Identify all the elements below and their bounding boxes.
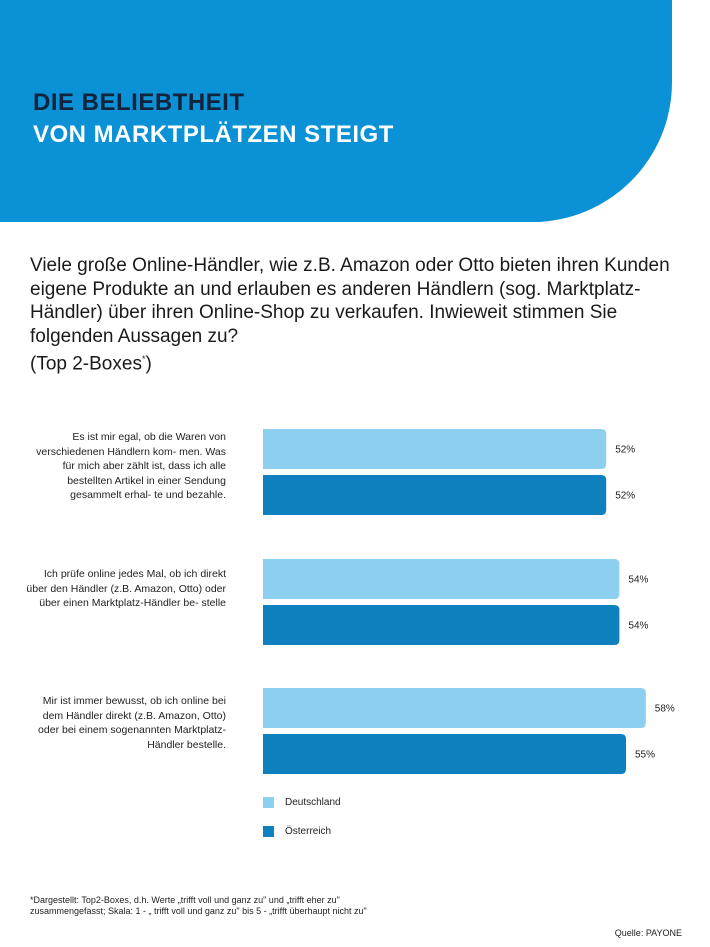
- title-line-1: DIE BELIEBTHEIT: [33, 89, 245, 116]
- bar-label-deutschland-2: 54%: [628, 575, 648, 586]
- question-suffix: (Top 2-Boxes: [30, 353, 142, 375]
- bar-label-deutschland-1: 52%: [615, 445, 635, 456]
- bar-deutschland-2: [263, 559, 620, 599]
- category-label-3: Mir ist immer bewusst, ob ich online bei…: [38, 695, 226, 751]
- legend-label-oesterreich: Österreich: [285, 826, 332, 838]
- bar-deutschland-3: [263, 688, 646, 728]
- legend-item-deutschland: Deutschland: [263, 797, 341, 808]
- footnote: *Dargestellt: Top2-Boxes, d.h. Werte „tr…: [30, 895, 590, 917]
- title-line-2: VON MARKTPLÄTZEN STEIGT: [33, 121, 394, 148]
- bar-label-österreich-3: 55%: [635, 750, 655, 761]
- source-label: Quelle: PAYONE: [614, 928, 682, 938]
- bar-österreich-2: [263, 605, 620, 645]
- legend-label-deutschland: Deutschland: [285, 797, 341, 809]
- header-banner: [0, 0, 672, 222]
- footnote-mark: *: [141, 354, 146, 364]
- survey-question: Viele große Online-Händler, wie z.B. Ama…: [30, 254, 670, 376]
- legend-item-oesterreich: Österreich: [263, 826, 331, 837]
- question-suffix-end: ): [145, 353, 152, 375]
- bar-label-deutschland-3: 58%: [655, 704, 675, 715]
- legend-swatch-deutschland: [263, 797, 274, 808]
- footnote-line-1: *Dargestellt: Top2-Boxes, d.h. Werte „tr…: [30, 895, 340, 905]
- bar-österreich-1: [263, 475, 607, 515]
- bar-label-österreich-2: 54%: [628, 621, 648, 632]
- category-label-1: Es ist mir egal, ob die Waren von versch…: [36, 431, 226, 502]
- legend-swatch-oesterreich: [263, 826, 274, 837]
- category-label-2: Ich prüfe online jedes Mal, ob ich direk…: [26, 568, 226, 610]
- footnote-line-2: zusammengefasst; Skala: 1 - „ trifft vol…: [30, 906, 367, 916]
- bar-label-österreich-1: 52%: [615, 491, 635, 502]
- bar-deutschland-1: [263, 429, 607, 469]
- bar-österreich-3: [263, 734, 626, 774]
- question-text: Viele große Online-Händler, wie z.B. Ama…: [30, 255, 670, 347]
